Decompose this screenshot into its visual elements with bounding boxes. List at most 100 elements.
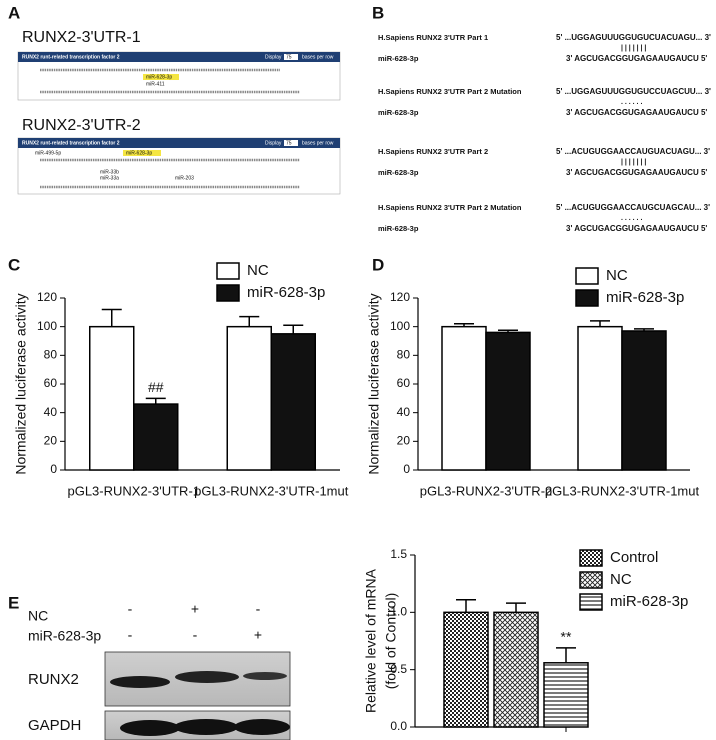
y-tick-label: 0 <box>50 462 57 476</box>
sequence: 3' AGCUGACGGUGAGAAUGAUCU 5' <box>566 224 707 233</box>
blot-row-label: NC <box>28 608 48 624</box>
panel-letter: B <box>372 3 384 22</box>
mirna-name: miR-628-3p <box>378 224 419 233</box>
box-header: RUNX2 runt-related transcription factor … <box>22 140 120 146</box>
bar <box>577 325 623 471</box>
sign: - <box>128 601 133 617</box>
band-label: RUNX2 <box>28 671 79 688</box>
error-bar <box>634 328 654 331</box>
y-axis-label: (fold of Control) <box>383 593 399 689</box>
annotation: ## <box>148 379 164 395</box>
error-bar <box>590 320 610 327</box>
sign: - <box>193 627 198 643</box>
y-tick-label: 20 <box>44 434 58 448</box>
bar <box>441 325 487 471</box>
bar <box>493 611 539 728</box>
pairing: . . . . . . <box>621 99 642 106</box>
x-tick-label: pGL3-RUNX2-3'UTR-2 <box>420 483 553 498</box>
error-bar <box>556 647 576 663</box>
legend-swatch <box>216 262 240 280</box>
box-header: 75 <box>286 54 292 60</box>
bar <box>443 611 489 728</box>
y-tick-label: 100 <box>390 319 410 333</box>
sequence: 5' ...UGGAGUUUGGUGUCCUAGCUU... 3' <box>556 87 711 96</box>
y-axis-label: Normalized luciferase activity <box>366 293 382 474</box>
y-axis-label: Relative level of mRNA <box>363 568 379 713</box>
sequence-name: H.Sapiens RUNX2 3'UTR Part 2 <box>378 147 488 156</box>
error-bar <box>498 329 518 333</box>
mirna-label: miR-33a <box>100 175 119 181</box>
y-tick-label: 0.0 <box>390 719 407 733</box>
bar <box>226 325 272 471</box>
select <box>284 54 298 60</box>
bar <box>485 331 531 471</box>
x-tick-label: pGL3-RUNX2-3'UTR-1mut <box>194 483 349 498</box>
error-bar <box>506 602 526 613</box>
bar <box>621 330 667 471</box>
panel-letter: C <box>8 255 20 274</box>
box-header: Display <box>265 54 282 60</box>
sequence-name: H.Sapiens RUNX2 3'UTR Part 2 Mutation <box>378 203 522 212</box>
x-tick-label: pGL3-RUNX2-3'UTR-1mut <box>545 483 700 498</box>
panel-title: RUNX2-3'UTR-1 <box>22 29 141 46</box>
y-tick-label: 40 <box>44 405 58 419</box>
error-bar <box>145 397 166 405</box>
legend-swatch <box>575 289 599 307</box>
mirna-label: miR-33b <box>100 169 119 175</box>
error-bar <box>283 324 304 334</box>
mirna-label: miR-411 <box>146 81 165 87</box>
y-tick-label: 60 <box>397 376 411 390</box>
pairing: | | | | | | | <box>621 159 646 166</box>
y-tick-label: 60 <box>44 376 58 390</box>
error-bar <box>239 315 260 327</box>
error-bar <box>454 323 474 327</box>
mirna-label: miR-203 <box>175 175 194 181</box>
y-axis-label: Normalized luciferase activity <box>13 293 29 474</box>
y-tick-label: 120 <box>37 290 57 304</box>
y-tick-label: 0.5 <box>390 662 407 676</box>
y-tick-label: 20 <box>397 434 411 448</box>
y-tick-label: 80 <box>397 348 411 362</box>
legend-swatch <box>579 593 603 611</box>
blot-row-label: miR-628-3p <box>28 628 101 644</box>
bar <box>270 333 316 471</box>
x-tick-label: pGL3-RUNX2-3'UTR-1 <box>67 483 200 498</box>
y-tick-label: 40 <box>397 405 411 419</box>
sequence-name: H.Sapiens RUNX2 3'UTR Part 2 Mutation <box>378 87 522 96</box>
mirna-name: miR-628-3p <box>378 54 419 63</box>
legend-label: miR-628-3p <box>610 593 688 610</box>
pairing: | | | | | | | <box>621 45 646 52</box>
legend-swatch <box>579 549 603 567</box>
mirna-label: miR-499-5p <box>35 150 61 156</box>
bar <box>543 662 589 728</box>
panel-title: RUNX2-3'UTR-2 <box>22 117 141 134</box>
error-bar <box>456 598 476 613</box>
legend-label: miR-628-3p <box>606 289 684 306</box>
legend-label: miR-628-3p <box>247 284 325 301</box>
box-header: Display <box>265 140 282 146</box>
panel-letter: E <box>8 593 19 612</box>
box-header: bases per row <box>302 54 334 60</box>
box-header: RUNX2 runt-related transcription factor … <box>22 54 120 60</box>
legend-swatch <box>575 267 599 285</box>
mirna-label: miR-628-3p <box>126 150 152 156</box>
western-blot <box>104 651 291 740</box>
sequence: 3' AGCUGACGGUGAGAAUGAUCU 5' <box>566 54 707 63</box>
y-tick-label: 0 <box>403 462 410 476</box>
y-tick-label: 100 <box>37 319 57 333</box>
sign: - <box>256 601 261 617</box>
sign: + <box>191 601 199 617</box>
band-label: GAPDH <box>28 717 81 734</box>
panel-letter: D <box>372 255 384 274</box>
sequence: 3' AGCUGACGGUGAGAAUGAUCU 5' <box>566 108 707 117</box>
sign: + <box>254 627 262 643</box>
sequence: 5' ...UGGAGUUUGGUGUCUACUAGU... 3' <box>556 33 711 42</box>
bar <box>89 325 135 471</box>
select <box>284 140 298 146</box>
box-header: bases per row <box>302 140 334 146</box>
panel-letter: A <box>8 3 20 22</box>
sequence: 5' ...ACUGUGGAACCAUGUACUAGU... 3' <box>556 147 710 156</box>
mirna-name: miR-628-3p <box>378 108 419 117</box>
legend-label: NC <box>247 262 269 279</box>
